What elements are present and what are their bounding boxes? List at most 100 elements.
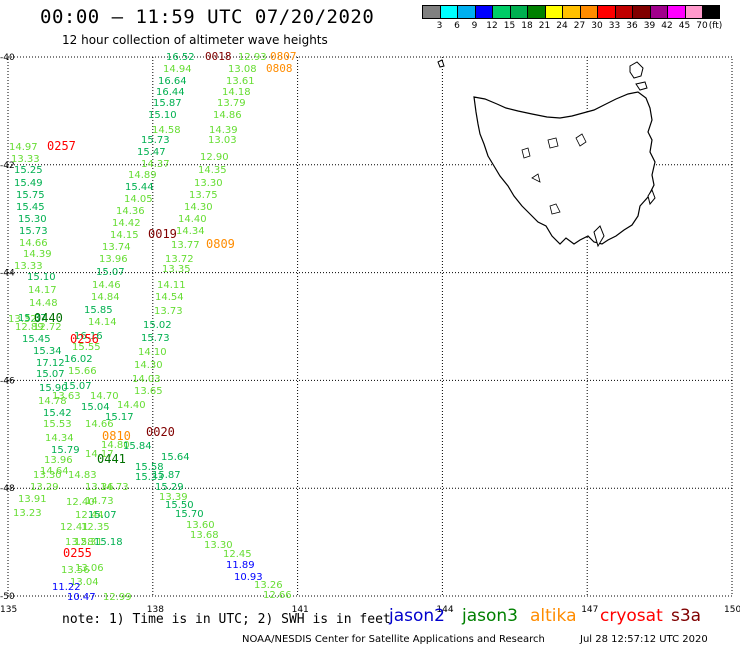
pass-time-label: 0810 [102, 429, 131, 443]
wave-height-value: 13.96 [44, 455, 73, 466]
wave-height-value: 15.07 [63, 381, 92, 392]
latitude-tick-label: -44 [0, 269, 15, 279]
wave-height-value: 16.44 [156, 87, 185, 98]
wave-height-value: 14.54 [155, 292, 184, 303]
wave-height-value: 14.30 [184, 202, 213, 213]
wave-height-value: 12.40 [66, 497, 95, 508]
wave-height-value: 15.53 [43, 419, 72, 430]
wave-height-value: 15.07 [96, 267, 125, 278]
wave-height-value: 14.10 [138, 347, 167, 358]
color-swatch [439, 5, 457, 19]
wave-height-value: 16.52 [166, 52, 195, 63]
latitude-tick-label: -46 [0, 376, 15, 386]
color-legend-label: 33 [608, 21, 621, 31]
wave-height-value: 13.33 [11, 154, 40, 165]
wave-height-value: 13.60 [186, 520, 215, 531]
wave-height-value: 14.18 [222, 87, 251, 98]
wave-height-value: 15.33 [135, 472, 164, 483]
longitude-tick-label: 147 [581, 605, 598, 615]
color-legend-label: 21 [538, 21, 551, 31]
pass-time-label: 0257 [47, 139, 76, 153]
wave-height-value: 15.49 [14, 178, 43, 189]
wave-height-labels: 16.52 0018 12.93 0807 14.94 13.08 0808 16.64 13.… [0, 0, 297, 603]
wave-height-value: 13.77 [171, 240, 200, 251]
pass-time-label: 0255 [63, 546, 92, 560]
wave-height-value: 15.42 [43, 408, 72, 419]
longitude-tick-label: 138 [147, 605, 164, 615]
wave-height-value: 15.37 [18, 313, 47, 324]
wave-height-value: 12.89 [15, 322, 44, 333]
chart-subtitle: 12 hour collection of altimeter wave hei… [62, 33, 328, 47]
wave-height-value: 15.79 [51, 445, 80, 456]
wave-height-value: 15.47 [137, 147, 166, 158]
color-swatch [667, 5, 685, 19]
color-swatch [509, 5, 527, 19]
wave-height-value: 15.44 [125, 182, 154, 193]
wave-height-value: 14.15 [110, 230, 139, 241]
pass-time-label: 0254 [0, 0, 29, 3]
pass-time-label: 0809 [206, 237, 235, 251]
wave-height-value: 13.56 [61, 565, 90, 576]
wave-height-value: 13.33 [14, 261, 43, 272]
color-swatch [492, 5, 510, 19]
color-swatch [474, 5, 492, 19]
color-swatch [422, 5, 440, 19]
tasmania-island [473, 91, 656, 245]
wave-height-value: 15.58 [135, 462, 164, 473]
wave-height-value: 13.32 [8, 314, 37, 325]
latitude-tick-label: -42 [0, 161, 15, 171]
wave-height-value: 13.35 [162, 264, 191, 275]
color-swatch [579, 5, 597, 19]
wave-height-value: 12.66 [263, 590, 292, 601]
wave-height-value: 13.63 [52, 391, 81, 402]
color-legend-label: 9 [471, 21, 478, 31]
wave-height-value: 14.94 [163, 64, 192, 75]
lake-5 [521, 147, 531, 159]
wave-height-value: 15.29 [155, 482, 184, 493]
wave-height-value: 15.18 [94, 537, 123, 548]
wave-height-value: 16.64 [158, 76, 187, 87]
wave-height-value: 13.23 [13, 508, 42, 519]
wave-height-value: 13.39 [159, 492, 188, 503]
satellite-legend-jason2: jason2 [389, 606, 445, 626]
color-swatch [702, 5, 720, 19]
wave-height-value: 16.02 [64, 354, 93, 365]
tasmania-coastline [437, 59, 656, 248]
chart-title: 00:00 – 11:59 UTC 07/20/2020 [40, 6, 375, 28]
wave-height-value: 14.66 [19, 238, 48, 249]
wave-height-value: 12.41 [60, 522, 89, 533]
wave-height-value: 12.31 [74, 537, 103, 548]
king-island [437, 59, 445, 68]
satellite-legend-cryosat: cryosat [600, 606, 663, 626]
wave-height-value: 10.47 [67, 592, 96, 603]
satellite-legend-altika: altika [530, 606, 577, 626]
wave-height-value: 15.75 [16, 190, 45, 201]
wave-height-value: 14.03 [132, 374, 161, 385]
flinders-island [629, 61, 644, 79]
color-legend-label: 24 [556, 21, 568, 31]
wave-height-value: 12.72 [33, 322, 62, 333]
wave-height-value: 14.39 [23, 249, 52, 260]
wave-height-value: 14.05 [124, 194, 153, 205]
color-legend-label: 39 [643, 21, 656, 31]
wave-height-value: 15.30 [18, 214, 47, 225]
wave-height-value: 14.64 [40, 466, 69, 477]
color-legend-label: 6 [454, 21, 460, 31]
wave-height-value: 14.70 [90, 391, 119, 402]
map-frame [7, 56, 733, 597]
wave-height-value: 11.22 [52, 582, 81, 593]
color-legend-swatches [422, 5, 720, 19]
lake-4 [549, 203, 561, 215]
wave-height-value: 15.10 [27, 272, 56, 283]
wave-height-value: 15.07 [36, 369, 65, 380]
wave-height-value: 13.72 [165, 254, 194, 265]
wave-height-value: 14.78 [38, 396, 67, 407]
color-swatch [527, 5, 545, 19]
color-legend-label: 42 [661, 21, 673, 31]
color-legend-label: 27 [573, 21, 586, 31]
wave-height-value: 13.36 [85, 482, 114, 493]
wave-height-value: 15.04 [81, 402, 110, 413]
wave-height-value: 13.30 [194, 178, 223, 189]
wave-height-value: 14.35 [198, 165, 227, 176]
